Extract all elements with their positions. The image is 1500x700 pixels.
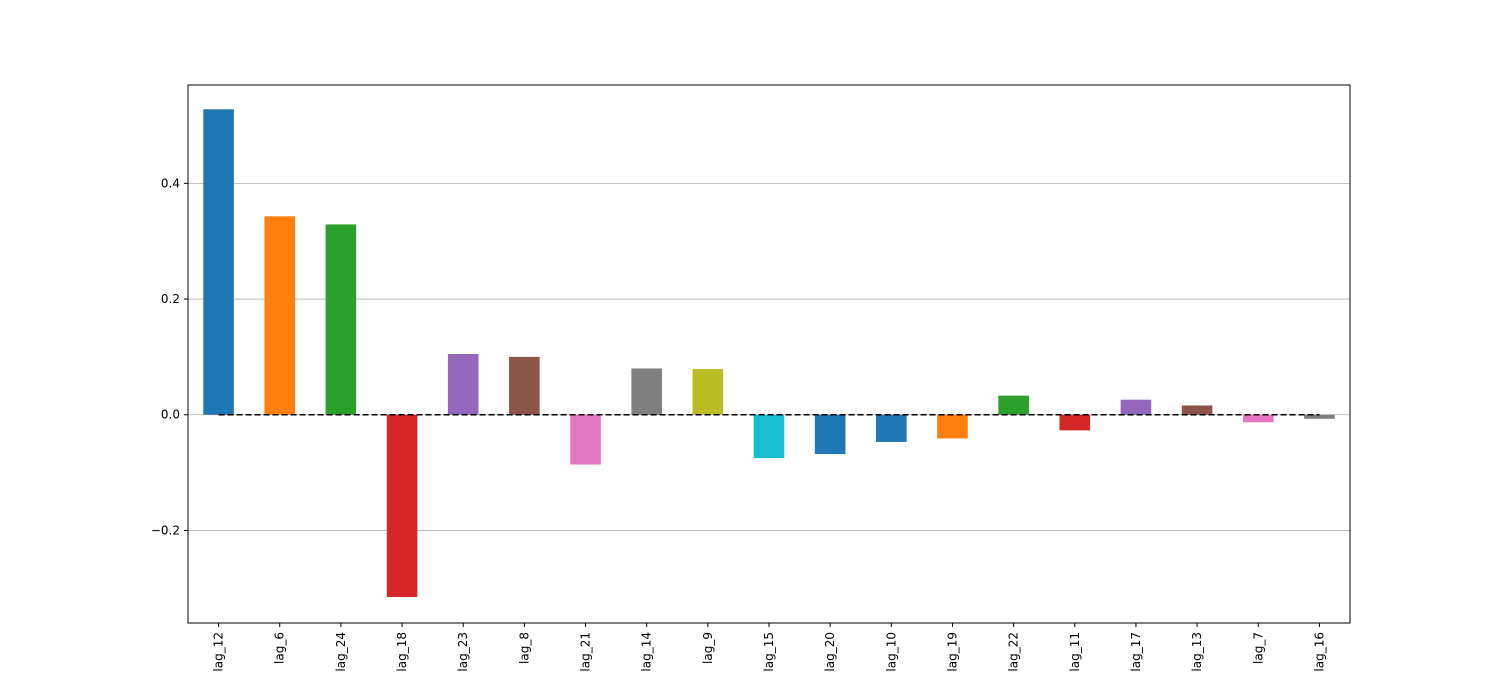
bar-lag_16 — [1304, 414, 1335, 419]
x-tick-label: lag_15 — [762, 632, 776, 672]
x-tick-label: lag_18 — [395, 632, 409, 672]
x-axis: lag_12 lag_6 lag_24 lag_18 lag_23 lag_8 lag_21… — [212, 623, 1326, 672]
x-tick-label: lag_13 — [1190, 632, 1204, 672]
plot-area — [188, 85, 1350, 623]
bar-lag_24 — [325, 224, 357, 415]
x-tick-label: lag_22 — [1007, 632, 1021, 672]
bar-lag_6 — [264, 216, 296, 415]
bar-lag_14 — [631, 368, 662, 415]
x-tick-label: lag_17 — [1129, 632, 1143, 672]
x-tick-label: lag_23 — [456, 632, 470, 672]
bars — [203, 109, 1335, 597]
bar-lag_8 — [509, 356, 540, 415]
bar-lag_22 — [998, 395, 1029, 415]
y-axis: −0.2 0.0 0.2 0.4 — [151, 176, 188, 537]
bar-lag_10 — [876, 414, 907, 442]
x-tick-label: lag_7 — [1251, 632, 1265, 664]
bar-lag_18 — [386, 414, 418, 597]
bar-lag_21 — [570, 414, 601, 465]
x-tick-label: lag_10 — [884, 632, 898, 672]
bar-lag_13 — [1181, 405, 1213, 415]
x-tick-label: lag_9 — [701, 632, 715, 664]
x-tick-label: lag_19 — [945, 632, 959, 672]
x-tick-label: lag_6 — [273, 632, 287, 664]
x-tick-label: lag_20 — [823, 632, 837, 672]
bar-lag_20 — [814, 414, 846, 455]
bar-lag_9 — [692, 369, 724, 415]
bar-lag_7 — [1242, 414, 1274, 423]
x-tick-label: lag_12 — [212, 632, 226, 672]
bar-lag_19 — [937, 414, 968, 439]
bar-lag_17 — [1120, 399, 1152, 415]
y-tick-label: 0.0 — [161, 408, 180, 422]
y-tick-label: −0.2 — [151, 523, 180, 537]
x-tick-label: lag_11 — [1068, 632, 1082, 672]
bar-lag_15 — [753, 414, 785, 459]
y-tick-label: 0.2 — [161, 292, 180, 306]
x-tick-label: lag_24 — [334, 632, 348, 672]
x-tick-label: lag_16 — [1312, 632, 1326, 672]
bar-lag_23 — [447, 354, 479, 415]
x-tick-label: lag_14 — [640, 632, 654, 672]
bar-lag_12 — [203, 109, 234, 415]
x-tick-label: lag_8 — [517, 632, 531, 664]
bar-lag_11 — [1059, 414, 1091, 431]
y-tick-label: 0.4 — [161, 176, 180, 190]
x-tick-label: lag_21 — [579, 632, 593, 672]
